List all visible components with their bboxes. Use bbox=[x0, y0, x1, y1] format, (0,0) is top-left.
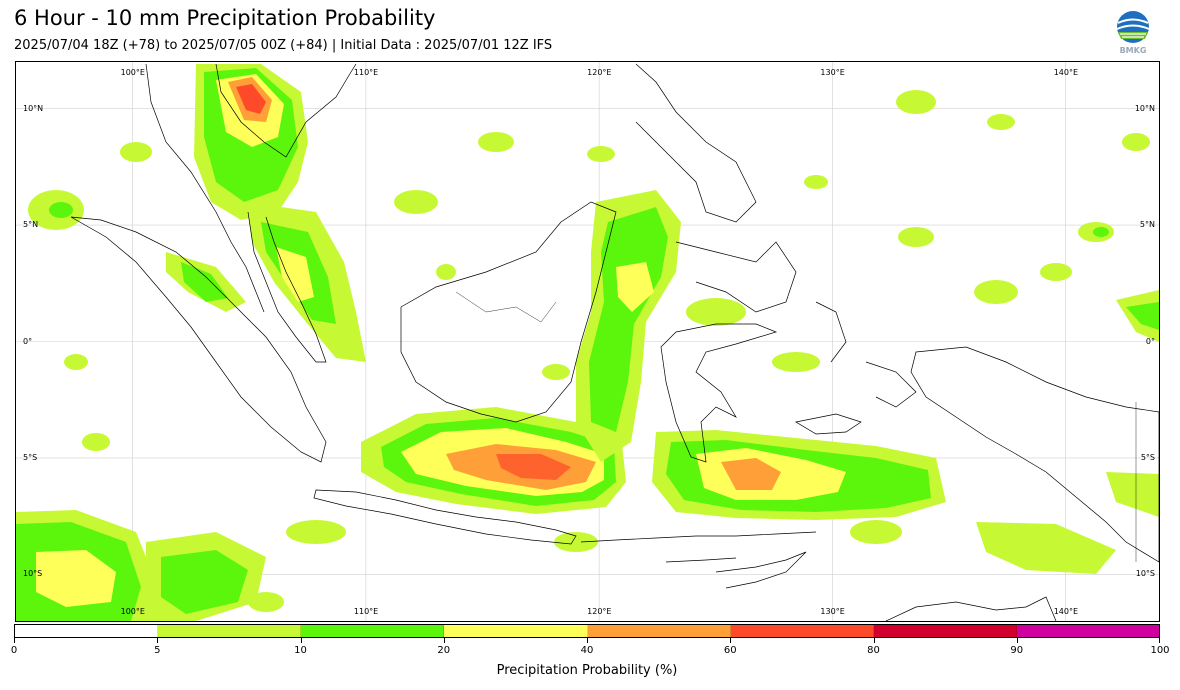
lon-label-bottom: 140°E bbox=[1053, 607, 1079, 616]
lon-label-bottom: 120°E bbox=[587, 607, 612, 616]
lon-label-bottom: 130°E bbox=[820, 607, 845, 616]
precip-area-arafura bbox=[976, 290, 1159, 574]
precip-area-indochina-north bbox=[194, 64, 308, 220]
lat-label-left: 10°S bbox=[23, 569, 43, 579]
colorbar-segment bbox=[1016, 625, 1159, 637]
colorbar-segment bbox=[15, 625, 159, 637]
precipitation-shading bbox=[16, 64, 1159, 621]
coast-new-guinea bbox=[910, 346, 1159, 563]
lat-label-right: 10°N bbox=[1134, 103, 1155, 113]
lat-label-right: 5°N bbox=[1139, 220, 1155, 230]
colorbar-tick-label: 40 bbox=[580, 645, 594, 656]
lat-label-left: 5°S bbox=[23, 452, 38, 462]
colorbar-tick bbox=[300, 638, 302, 643]
colorbar-tick bbox=[730, 638, 732, 643]
coast-java bbox=[313, 489, 577, 545]
lon-label-top: 130°E bbox=[820, 68, 845, 77]
colorbar-tick bbox=[157, 638, 159, 643]
precip-scattered-cells bbox=[28, 90, 1150, 612]
lat-label-left: 10°N bbox=[23, 103, 44, 113]
colorbar-tick bbox=[443, 638, 445, 643]
colorbar-segment bbox=[730, 625, 874, 637]
colorbar-label: Precipitation Probability (%) bbox=[496, 663, 678, 678]
colorbar-tick bbox=[873, 638, 875, 643]
colorbar-tick-label: 100 bbox=[1150, 645, 1170, 656]
lon-label-bottom: 110°E bbox=[353, 607, 379, 616]
colorbar-tick bbox=[14, 638, 15, 643]
lat-label-right: 10°S bbox=[1135, 569, 1155, 579]
coast-sumatra bbox=[70, 216, 327, 463]
coast-maluku bbox=[795, 301, 917, 435]
colorbar-segment bbox=[587, 625, 731, 637]
precip-area-malay-peninsula bbox=[166, 202, 366, 362]
precip-area-java-sea bbox=[361, 407, 626, 514]
precip-area-flores-sea bbox=[652, 430, 946, 520]
coast-malay-peninsula bbox=[247, 211, 327, 363]
coast-indochina bbox=[145, 63, 357, 313]
colorbar-tick bbox=[587, 638, 588, 643]
lon-label-top: 120°E bbox=[587, 68, 612, 77]
colorbar-tick-label: 0 bbox=[10, 645, 18, 656]
colorbar-segment bbox=[444, 625, 588, 637]
map-subtitle: 2025/07/04 18Z (+78) to 2025/07/05 00Z (… bbox=[14, 38, 553, 53]
precip-area-southwest bbox=[16, 510, 266, 621]
lat-label-left: 0° bbox=[23, 336, 33, 346]
colorbar-segment bbox=[158, 625, 302, 637]
lat-label-right: 0° bbox=[1145, 336, 1155, 346]
colorbar-tick-label: 10 bbox=[294, 645, 307, 656]
coast-borneo bbox=[400, 201, 617, 423]
lat-label-left: 5°N bbox=[23, 220, 39, 230]
coast-philippines bbox=[635, 63, 797, 313]
colorbar-tick-label: 80 bbox=[867, 645, 880, 656]
colorbar bbox=[14, 624, 1160, 638]
colorbar-segment bbox=[301, 625, 445, 637]
bmkg-logo: BMKG bbox=[1114, 10, 1152, 56]
colorbar-tick-label: 5 bbox=[154, 645, 161, 656]
lon-label-bottom: 100°E bbox=[120, 607, 145, 616]
colorbar-tick-label: 20 bbox=[437, 645, 451, 656]
colorbar-tick bbox=[1016, 638, 1018, 643]
borders bbox=[455, 291, 1137, 562]
svg-text:BMKG: BMKG bbox=[1120, 46, 1147, 55]
precip-area-makassar-strait bbox=[576, 190, 681, 462]
colorbar-tick-label: 90 bbox=[1010, 645, 1024, 656]
lon-label-top: 100°E bbox=[120, 68, 145, 77]
coast-lesser-sunda bbox=[580, 531, 817, 589]
map-canvas bbox=[16, 62, 1159, 621]
colorbar-segment bbox=[873, 625, 1017, 637]
colorbar-tick bbox=[1159, 638, 1160, 643]
map-title: 6 Hour - 10 mm Precipitation Probability bbox=[14, 6, 436, 30]
lon-label-top: 110°E bbox=[353, 68, 379, 77]
lon-label-top: 140°E bbox=[1053, 68, 1079, 77]
precipitation-map: 100°E 100°E 110°E 110°E 120°E 120°E 130°E 130°E… bbox=[15, 61, 1160, 622]
coast-sulawesi bbox=[660, 323, 778, 463]
colorbar-tick-label: 60 bbox=[723, 645, 737, 656]
coast-australia bbox=[885, 596, 1057, 621]
coastlines bbox=[70, 63, 1159, 621]
lat-label-right: 5°S bbox=[1140, 452, 1155, 462]
